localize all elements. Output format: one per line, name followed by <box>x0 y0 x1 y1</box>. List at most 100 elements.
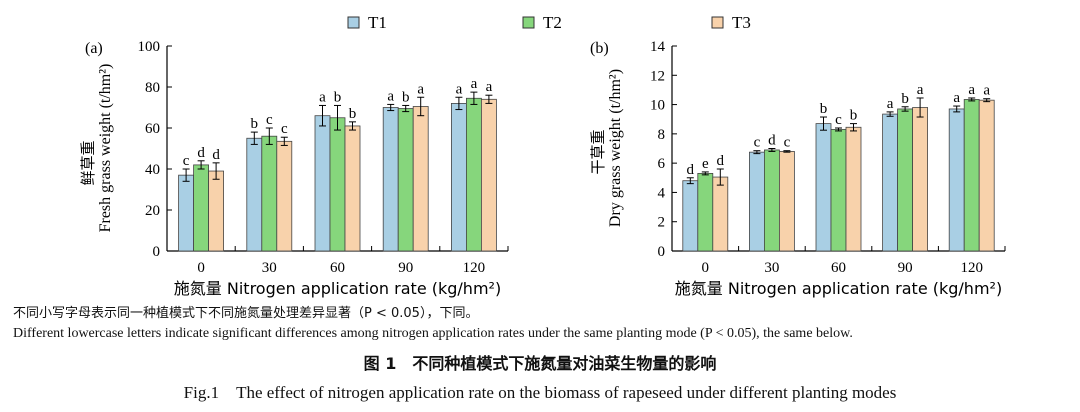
bar-t3-120 <box>480 98 497 252</box>
bar-t2-90 <box>397 108 414 252</box>
bar-t1-90 <box>382 107 399 252</box>
bar-t3-90 <box>412 106 429 252</box>
significance-letter: a <box>319 89 326 105</box>
legend-swatch-t3 <box>711 16 724 29</box>
y-tick-label: 6 <box>658 156 666 172</box>
significance-letter: a <box>486 79 493 95</box>
x-tick-label: 120 <box>960 260 983 276</box>
significance-letter: a <box>417 81 424 97</box>
bar-t1-60 <box>815 123 832 252</box>
x-tick-label: 60 <box>330 260 345 276</box>
significance-letter: d <box>768 133 776 149</box>
x-tick-label: 0 <box>702 260 710 276</box>
significance-letter: d <box>197 145 205 161</box>
bar-t1-30 <box>246 137 263 252</box>
figure-caption-chinese: 图 1 不同种植模式下施氮量对油菜生物量的影响 <box>363 354 717 373</box>
y-tick-label: 12 <box>650 68 665 84</box>
significance-letter: a <box>471 76 478 92</box>
x-axis-label: 施氮量 Nitrogen application rate (kg/hm²) <box>174 279 501 298</box>
legend: T1 T2 T3 <box>347 13 751 32</box>
bar-t1-30 <box>749 151 765 252</box>
y-axis-label-chinese: 干草重 <box>589 129 607 174</box>
y-axis-label-chinese: 鲜草重 <box>79 140 97 185</box>
bar-t1-60 <box>314 115 331 252</box>
significance-letter: c <box>266 112 273 128</box>
note-english: Different lowercase letters indicate sig… <box>13 326 853 341</box>
bar-t2-30 <box>261 135 278 252</box>
panel-a: (a) 0 20 40 60 80 100 Fresh grass weight (t/hm²… <box>79 39 509 298</box>
bar-t2-90 <box>897 108 913 252</box>
y-axis-label-english: Fresh grass weight (t/hm²) <box>97 64 114 233</box>
legend-swatch-t2 <box>522 16 535 29</box>
bar-t2-0 <box>193 164 210 252</box>
significance-letter: c <box>835 112 842 128</box>
significance-letter: a <box>456 81 463 97</box>
significance-letter: a <box>953 90 960 106</box>
panel-label: (a) <box>85 40 103 57</box>
y-tick-label: 80 <box>145 80 160 96</box>
significance-letter: d <box>717 153 725 169</box>
significance-letter: b <box>251 116 259 132</box>
significance-letter: b <box>850 108 858 124</box>
bar-t3-120 <box>978 99 995 252</box>
y-tick-label: 0 <box>658 244 666 260</box>
x-tick-label: 90 <box>398 260 413 276</box>
y-tick-label: 60 <box>145 121 160 137</box>
y-tick-label: 14 <box>650 39 666 55</box>
y-tick-label: 100 <box>138 39 161 55</box>
panel-label: (b) <box>590 40 609 57</box>
note-chinese: 不同小写字母表示同一种植模式下不同施氮量处理差异显著（P < 0.05），下同。 <box>13 306 479 321</box>
bar-t1-0 <box>178 174 195 252</box>
y-tick-label: 8 <box>658 127 666 143</box>
y-axis-label-english: Dry grass weight (t/hm²) <box>607 69 624 227</box>
x-tick-label: 60 <box>831 260 846 276</box>
bar-t2-60 <box>329 117 346 252</box>
bar-t2-30 <box>764 149 780 252</box>
bar-t2-0 <box>697 172 714 252</box>
bar-t2-120 <box>465 97 482 252</box>
y-tick-label: 4 <box>658 185 666 201</box>
significance-letter: b <box>901 91 909 107</box>
x-tick-label: 120 <box>463 260 486 276</box>
significance-letter: a <box>887 96 894 112</box>
bar-t3-90 <box>912 107 928 252</box>
significance-letter: c <box>784 135 791 151</box>
significance-letter: b <box>402 89 410 105</box>
significance-letter: a <box>387 88 394 104</box>
significance-letter: c <box>281 121 288 137</box>
significance-letter: a <box>917 82 924 98</box>
bar-t1-120 <box>948 108 965 252</box>
bar-t3-60 <box>344 125 361 252</box>
significance-letter: d <box>687 162 695 178</box>
y-tick-label: 0 <box>153 244 161 260</box>
x-axis-label: 施氮量 Nitrogen application rate (kg/hm²) <box>675 279 1002 298</box>
bar-t3-0 <box>208 170 225 252</box>
bar-t2-60 <box>830 129 847 252</box>
bar-t3-60 <box>845 126 862 252</box>
significance-letter: b <box>334 89 342 105</box>
bar-t3-30 <box>779 151 795 252</box>
bar-t1-120 <box>450 103 467 252</box>
legend-label-t2: T2 <box>543 13 562 32</box>
bar-t1-90 <box>882 113 898 252</box>
x-tick-label: 90 <box>898 260 913 276</box>
significance-letter: c <box>754 135 761 151</box>
bar-t3-0 <box>712 176 729 252</box>
significance-letter: e <box>702 156 709 172</box>
y-tick-label: 20 <box>145 203 160 219</box>
y-tick-label: 2 <box>658 215 666 231</box>
legend-label-t3: T3 <box>732 13 751 32</box>
y-tick-label: 40 <box>145 162 160 178</box>
significance-letter: a <box>968 82 975 98</box>
x-tick-label: 30 <box>764 260 779 276</box>
bar-t1-0 <box>682 180 699 252</box>
significance-letter: a <box>983 83 990 99</box>
figure-caption-english: Fig.1 The effect of nitrogen application… <box>183 383 897 402</box>
bar-t2-120 <box>963 99 980 252</box>
y-tick-label: 10 <box>650 98 665 114</box>
x-tick-label: 30 <box>262 260 277 276</box>
bar-t3-30 <box>276 140 293 252</box>
legend-swatch-t1 <box>347 16 360 29</box>
significance-letter: c <box>183 153 190 169</box>
